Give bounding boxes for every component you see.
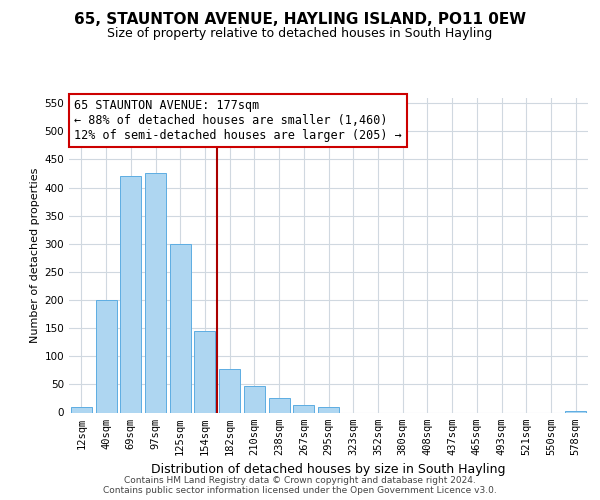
- Text: Size of property relative to detached houses in South Hayling: Size of property relative to detached ho…: [107, 28, 493, 40]
- Bar: [293, 404, 314, 412]
- Y-axis label: Number of detached properties: Number of detached properties: [30, 168, 40, 342]
- Bar: [219, 368, 240, 412]
- Text: 65, STAUNTON AVENUE, HAYLING ISLAND, PO11 0EW: 65, STAUNTON AVENUE, HAYLING ISLAND, PO1…: [74, 12, 526, 28]
- Bar: [145, 174, 166, 412]
- X-axis label: Distribution of detached houses by size in South Hayling: Distribution of detached houses by size …: [151, 463, 506, 476]
- Bar: [244, 386, 265, 412]
- Bar: [318, 408, 339, 412]
- Bar: [269, 398, 290, 412]
- Text: Contains HM Land Registry data © Crown copyright and database right 2024.
Contai: Contains HM Land Registry data © Crown c…: [103, 476, 497, 495]
- Bar: [71, 407, 92, 412]
- Text: 65 STAUNTON AVENUE: 177sqm
← 88% of detached houses are smaller (1,460)
12% of s: 65 STAUNTON AVENUE: 177sqm ← 88% of deta…: [74, 99, 402, 142]
- Bar: [95, 300, 116, 412]
- Bar: [565, 411, 586, 412]
- Bar: [170, 244, 191, 412]
- Bar: [120, 176, 141, 412]
- Bar: [194, 331, 215, 412]
